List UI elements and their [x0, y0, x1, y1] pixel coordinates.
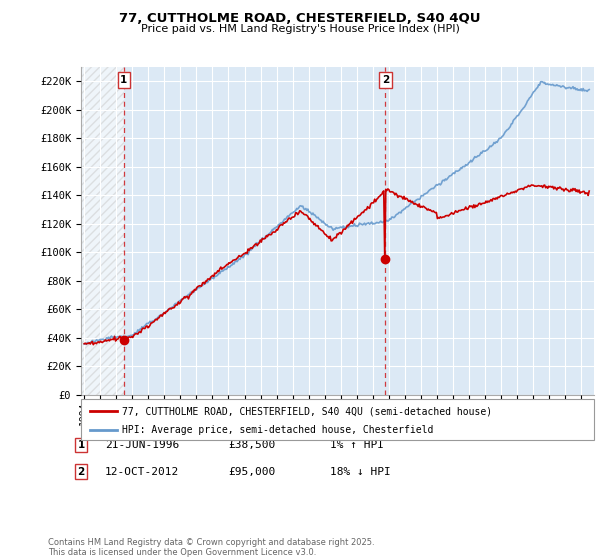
Text: 1: 1 [120, 75, 127, 85]
Polygon shape [81, 67, 124, 395]
Text: 2: 2 [77, 466, 85, 477]
Text: HPI: Average price, semi-detached house, Chesterfield: HPI: Average price, semi-detached house,… [122, 424, 433, 435]
Text: 18% ↓ HPI: 18% ↓ HPI [330, 466, 391, 477]
Text: 77, CUTTHOLME ROAD, CHESTERFIELD, S40 4QU: 77, CUTTHOLME ROAD, CHESTERFIELD, S40 4Q… [119, 12, 481, 25]
Text: 2: 2 [382, 75, 389, 85]
Text: 21-JUN-1996: 21-JUN-1996 [105, 440, 179, 450]
Text: £95,000: £95,000 [228, 466, 275, 477]
Text: Price paid vs. HM Land Registry's House Price Index (HPI): Price paid vs. HM Land Registry's House … [140, 24, 460, 34]
Text: 77, CUTTHOLME ROAD, CHESTERFIELD, S40 4QU (semi-detached house): 77, CUTTHOLME ROAD, CHESTERFIELD, S40 4Q… [122, 407, 492, 417]
Text: 1: 1 [77, 440, 85, 450]
Text: 1% ↑ HPI: 1% ↑ HPI [330, 440, 384, 450]
Text: Contains HM Land Registry data © Crown copyright and database right 2025.
This d: Contains HM Land Registry data © Crown c… [48, 538, 374, 557]
Text: 12-OCT-2012: 12-OCT-2012 [105, 466, 179, 477]
Text: £38,500: £38,500 [228, 440, 275, 450]
